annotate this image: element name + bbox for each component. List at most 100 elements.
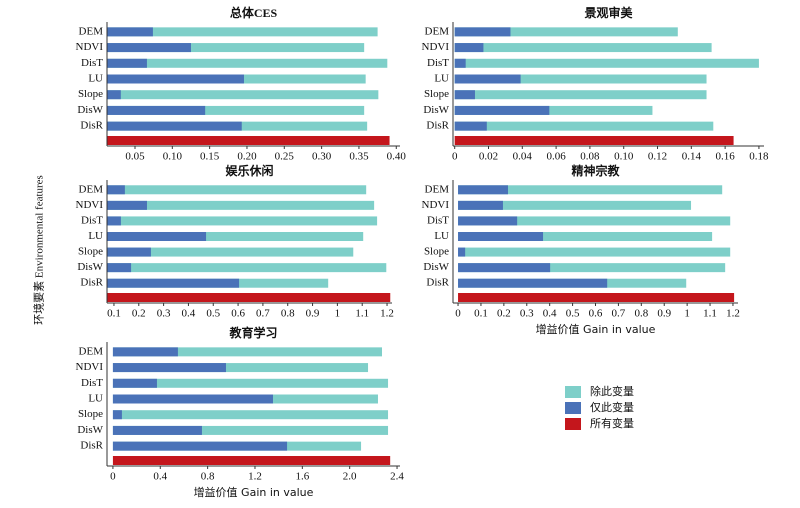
bar xyxy=(454,27,511,37)
bar xyxy=(458,232,713,241)
bar xyxy=(458,232,544,241)
bar xyxy=(454,90,475,100)
bar xyxy=(107,263,132,273)
bar xyxy=(107,232,207,241)
bar xyxy=(458,216,518,226)
legend-label: 所有变量 xyxy=(590,416,634,430)
bar xyxy=(454,27,678,37)
y-tick-label: DisT xyxy=(81,377,103,389)
y-tick-label: LU xyxy=(88,73,103,85)
x-tick-label: 0.7 xyxy=(256,308,270,320)
x-tick-label: 0.4 xyxy=(153,471,167,483)
bar xyxy=(107,185,367,195)
x-axis-label: 增益价值 Gain in value xyxy=(536,322,656,336)
y-tick-label: DisT xyxy=(427,214,449,226)
bar xyxy=(112,363,226,373)
legend-swatch xyxy=(565,418,581,430)
x-tick-label: 2.0 xyxy=(343,471,357,483)
x-tick-label: 1.2 xyxy=(726,308,740,320)
bar xyxy=(107,247,151,257)
chart-title: 景观审美 xyxy=(584,5,633,20)
x-tick-label: 0.05 xyxy=(125,151,145,163)
bar xyxy=(107,74,244,84)
bar xyxy=(107,121,242,131)
x-tick-label: 0.25 xyxy=(275,151,295,163)
bar xyxy=(112,394,273,404)
y-tick-label: DisW xyxy=(77,104,103,116)
y-tick-label: NDVI xyxy=(76,41,104,53)
x-tick-label: 0 xyxy=(110,471,116,483)
x-tick-label: 0.20 xyxy=(237,151,257,163)
bar xyxy=(458,185,723,195)
x-tick-label: 0 xyxy=(452,151,458,163)
bar xyxy=(107,278,240,288)
y-tick-label: LU xyxy=(88,230,103,242)
total-bar xyxy=(458,293,735,302)
total-bar xyxy=(454,136,734,145)
bar xyxy=(458,216,731,226)
x-tick-label: 1.1 xyxy=(355,308,369,320)
bar xyxy=(458,278,608,288)
bar xyxy=(454,74,521,84)
y-tick-label: DisW xyxy=(423,104,449,116)
bar xyxy=(107,90,121,100)
x-tick-label: 0.08 xyxy=(580,151,600,163)
x-tick-label: 0.4 xyxy=(543,308,557,320)
bar xyxy=(107,58,388,68)
y-tick-label: Slope xyxy=(424,246,449,258)
x-tick-label: 0.40 xyxy=(387,151,407,163)
bar xyxy=(454,105,550,115)
bar xyxy=(112,347,178,357)
y-tick-label: Slope xyxy=(78,88,103,100)
y-tick-label: LU xyxy=(434,73,449,85)
y-tick-label: DisR xyxy=(80,120,103,132)
bar xyxy=(107,216,378,226)
y-tick-label: DisT xyxy=(81,214,103,226)
bar xyxy=(458,247,731,257)
x-axis-label: 增益价值 Gain in value xyxy=(194,485,314,499)
x-tick-label: 0.3 xyxy=(157,308,171,320)
x-tick-label: 0.8 xyxy=(201,471,215,483)
y-tick-label: DisR xyxy=(426,120,449,132)
bar xyxy=(107,263,387,273)
x-tick-label: 0.10 xyxy=(163,151,183,163)
y-tick-label: NDVI xyxy=(422,199,450,211)
y-tick-label: Slope xyxy=(424,88,449,100)
bar xyxy=(454,58,466,68)
total-bar xyxy=(107,293,391,302)
total-bar xyxy=(112,456,391,465)
bar xyxy=(112,410,122,420)
bar xyxy=(107,185,125,195)
x-tick-label: 0.6 xyxy=(231,308,245,320)
bar xyxy=(107,247,354,257)
chart-title: 娱乐休闲 xyxy=(225,163,273,178)
x-tick-label: 0.02 xyxy=(479,151,498,163)
x-tick-label: 0.14 xyxy=(682,151,702,163)
bar xyxy=(107,27,378,37)
bar xyxy=(107,58,147,68)
y-tick-label: LU xyxy=(434,230,449,242)
y-tick-label: DisT xyxy=(427,57,449,69)
y-tick-label: Slope xyxy=(78,246,103,258)
x-tick-label: 0.18 xyxy=(749,151,769,163)
bar xyxy=(454,121,714,131)
x-tick-label: 0.06 xyxy=(546,151,566,163)
y-tick-label: NDVI xyxy=(76,199,104,211)
legend-swatch xyxy=(565,386,581,398)
x-tick-label: 1.1 xyxy=(703,308,717,320)
x-tick-label: 0.9 xyxy=(306,308,320,320)
bar xyxy=(454,105,653,115)
legend-label: 仅此变量 xyxy=(590,400,634,414)
y-tick-label: DEM xyxy=(425,25,450,37)
bar xyxy=(107,232,364,241)
legend-swatch xyxy=(565,402,581,414)
x-tick-label: 0.3 xyxy=(520,308,534,320)
bar xyxy=(112,410,389,420)
bar xyxy=(107,200,375,210)
y-tick-label: DisR xyxy=(80,277,103,289)
bar xyxy=(112,378,389,388)
x-tick-label: 0.1 xyxy=(474,308,488,320)
chart-title: 教育学习 xyxy=(228,325,277,340)
x-tick-label: 0.8 xyxy=(634,308,648,320)
